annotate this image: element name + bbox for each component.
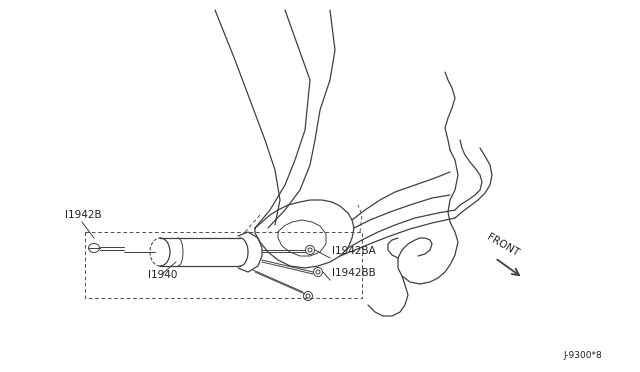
Text: I1942BA: I1942BA [332, 246, 376, 256]
Text: FRONT: FRONT [485, 232, 520, 258]
Text: I1942BB: I1942BB [332, 268, 376, 278]
Text: J-9300*8: J-9300*8 [563, 351, 602, 360]
Text: I1942B: I1942B [65, 210, 102, 220]
Text: I1940: I1940 [148, 270, 177, 280]
